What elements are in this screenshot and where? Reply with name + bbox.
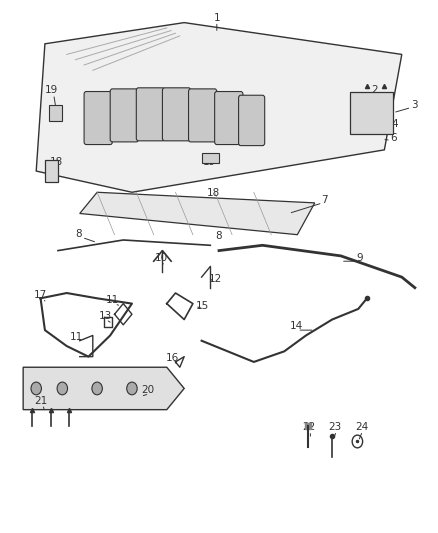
Text: 18: 18 — [49, 157, 63, 167]
FancyBboxPatch shape — [162, 88, 191, 141]
Text: 15: 15 — [196, 301, 209, 311]
Polygon shape — [45, 160, 58, 182]
Text: 2: 2 — [371, 85, 378, 95]
Text: 14: 14 — [290, 321, 303, 332]
Polygon shape — [350, 92, 393, 134]
Text: 11: 11 — [106, 295, 120, 305]
Text: 23: 23 — [328, 422, 342, 432]
Circle shape — [31, 382, 42, 395]
Polygon shape — [23, 367, 184, 410]
Text: 18: 18 — [207, 188, 220, 198]
Text: 8: 8 — [215, 231, 222, 241]
Text: 20: 20 — [141, 385, 154, 395]
Polygon shape — [36, 22, 402, 192]
FancyBboxPatch shape — [188, 89, 217, 142]
Text: 8: 8 — [75, 229, 82, 239]
Text: 7: 7 — [321, 195, 328, 205]
Text: 19: 19 — [203, 157, 216, 167]
Text: 24: 24 — [355, 422, 368, 432]
Text: 16: 16 — [166, 353, 179, 363]
FancyBboxPatch shape — [110, 89, 138, 142]
Text: 17: 17 — [34, 289, 47, 300]
Text: 19: 19 — [45, 85, 59, 95]
FancyBboxPatch shape — [136, 88, 165, 141]
Text: 9: 9 — [356, 253, 363, 263]
Circle shape — [57, 382, 67, 395]
Text: 10: 10 — [155, 253, 168, 263]
Text: 22: 22 — [302, 422, 315, 432]
Polygon shape — [201, 152, 219, 163]
Text: 3: 3 — [411, 100, 417, 110]
FancyBboxPatch shape — [215, 92, 243, 144]
Circle shape — [92, 382, 102, 395]
Text: 11: 11 — [70, 332, 83, 342]
Text: 12: 12 — [209, 274, 222, 284]
Text: 1: 1 — [213, 13, 220, 23]
Text: 4: 4 — [392, 119, 398, 130]
Polygon shape — [80, 192, 315, 235]
Text: 13: 13 — [99, 311, 112, 321]
Polygon shape — [49, 105, 62, 120]
FancyBboxPatch shape — [84, 92, 113, 144]
FancyBboxPatch shape — [239, 95, 265, 146]
Text: 21: 21 — [34, 395, 47, 406]
Text: 6: 6 — [390, 133, 396, 143]
Circle shape — [127, 382, 137, 395]
Text: 5: 5 — [356, 110, 363, 120]
